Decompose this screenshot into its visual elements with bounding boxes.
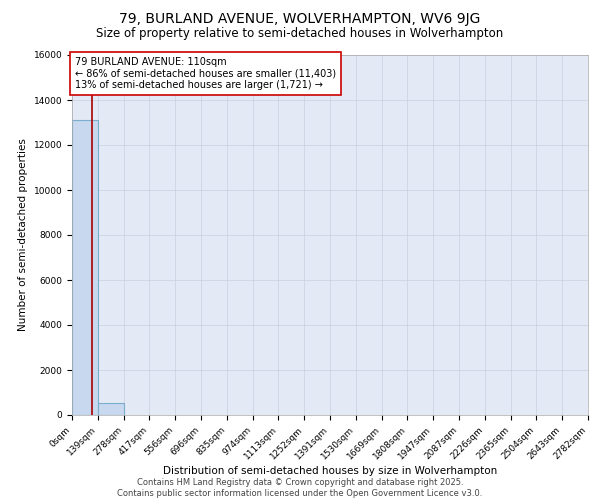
Text: Size of property relative to semi-detached houses in Wolverhampton: Size of property relative to semi-detach… bbox=[97, 28, 503, 40]
Text: 79 BURLAND AVENUE: 110sqm
← 86% of semi-detached houses are smaller (11,403)
13%: 79 BURLAND AVENUE: 110sqm ← 86% of semi-… bbox=[74, 57, 336, 90]
Y-axis label: Number of semi-detached properties: Number of semi-detached properties bbox=[18, 138, 28, 332]
Bar bbox=[72, 120, 98, 415]
Text: Contains HM Land Registry data © Crown copyright and database right 2025.
Contai: Contains HM Land Registry data © Crown c… bbox=[118, 478, 482, 498]
Bar bbox=[98, 403, 124, 415]
X-axis label: Distribution of semi-detached houses by size in Wolverhampton: Distribution of semi-detached houses by … bbox=[163, 466, 497, 476]
Text: 79, BURLAND AVENUE, WOLVERHAMPTON, WV6 9JG: 79, BURLAND AVENUE, WOLVERHAMPTON, WV6 9… bbox=[119, 12, 481, 26]
